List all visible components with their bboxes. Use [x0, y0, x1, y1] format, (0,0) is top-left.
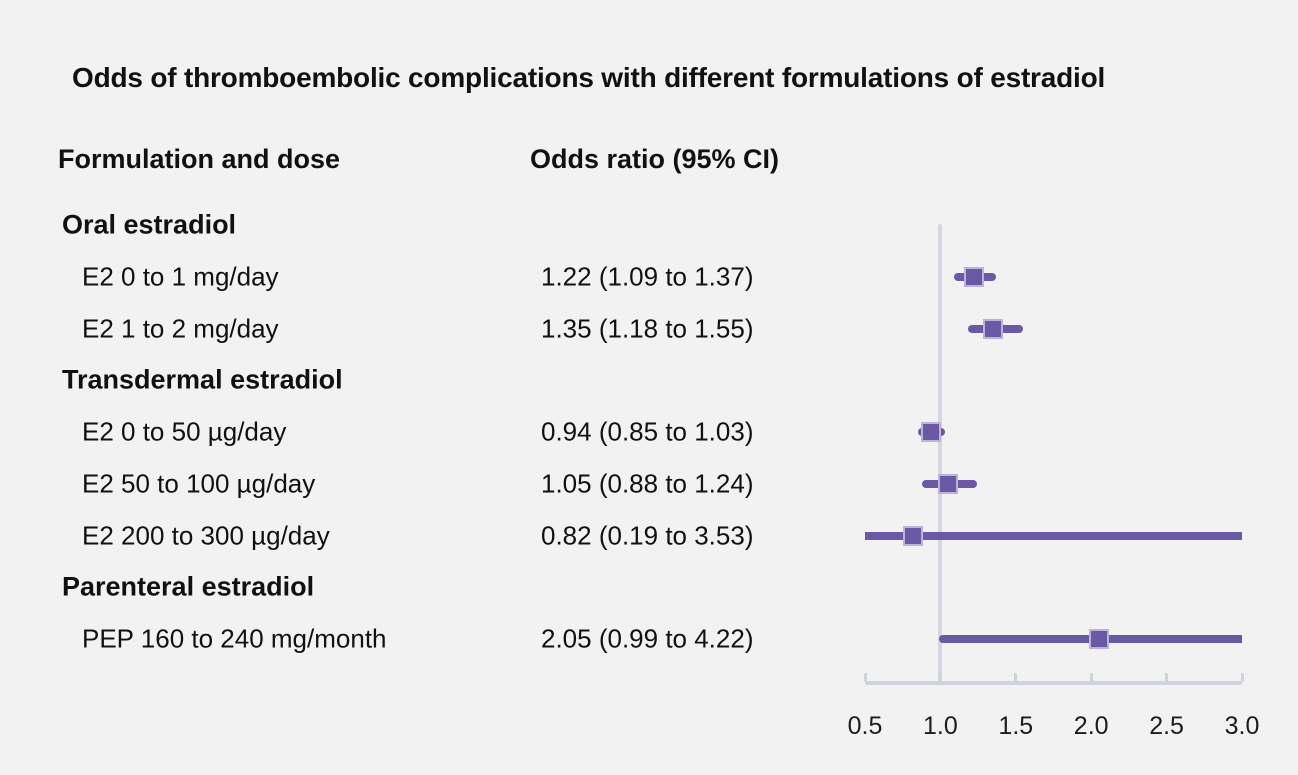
x-tick-label: 2.5	[1149, 712, 1184, 740]
row-label: E2 50 to 100 µg/day	[82, 468, 316, 499]
x-tick	[1014, 673, 1018, 682]
row-label: PEP 160 to 240 mg/month	[82, 623, 387, 654]
ci-bar	[865, 531, 1242, 540]
x-tick	[1240, 673, 1244, 682]
row-label: E2 1 to 2 mg/day	[82, 313, 279, 343]
x-tick	[938, 673, 942, 682]
or-value: 2.05 (0.99 to 4.22)	[541, 623, 754, 654]
row-label: E2 0 to 50 µg/day	[82, 416, 287, 447]
or-value: 1.05 (0.88 to 1.24)	[541, 468, 754, 499]
x-tick	[1089, 673, 1093, 682]
x-tick-label: 1.0	[923, 712, 958, 740]
or-value: 0.94 (0.85 to 1.03)	[541, 416, 754, 447]
x-tick	[1165, 673, 1169, 682]
x-tick-label: 2.0	[1073, 712, 1109, 740]
or-value: 1.35 (1.18 to 1.55)	[541, 313, 754, 343]
chart-title: Odds of thromboembolic complications wit…	[72, 62, 1106, 93]
or-marker	[963, 266, 984, 287]
row-label: E2 200 to 300 µg/day	[82, 520, 330, 550]
x-tick-label: 1.5	[998, 712, 1034, 740]
x-tick	[863, 673, 867, 682]
or-marker	[937, 473, 958, 494]
or-value: 1.22 (1.09 to 1.37)	[541, 261, 754, 292]
or-value: 0.82 (0.19 to 3.53)	[541, 520, 754, 550]
column-header-odds-ratio: Odds ratio (95% CI)	[530, 144, 780, 174]
or-marker	[921, 422, 942, 442]
group-label: Transdermal estradiol	[62, 364, 343, 395]
row-label: E2 0 to 1 mg/day	[82, 261, 279, 292]
group-label: Oral estradiol	[62, 209, 237, 240]
or-marker	[903, 525, 924, 546]
or-marker	[1088, 629, 1109, 649]
reference-line	[938, 224, 943, 685]
column-header-formulation: Formulation and dose	[58, 144, 341, 174]
x-tick-label: 3.0	[1224, 712, 1260, 740]
group-label: Parenteral estradiol	[62, 571, 315, 602]
x-axis	[865, 681, 1242, 685]
x-tick-label: 0.5	[847, 712, 883, 740]
or-marker	[983, 318, 1004, 339]
